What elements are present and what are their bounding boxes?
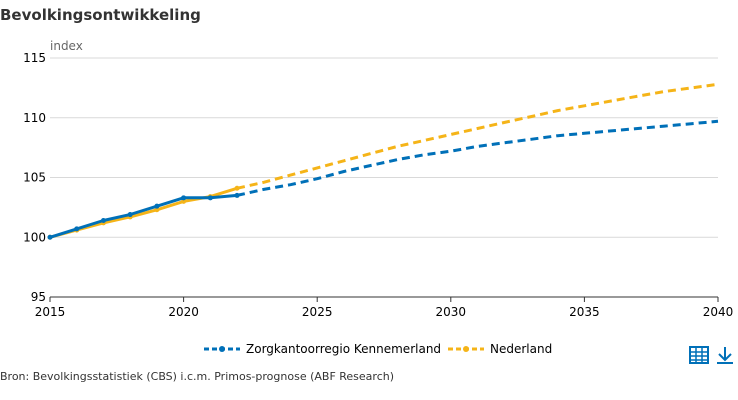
x-tick-label-2025: 2025 [302, 305, 333, 319]
data-point-kennemerland-2021 [207, 195, 213, 201]
x-tick-label-2020: 2020 [168, 305, 199, 319]
source-note: Bron: Bevolkingsstatistiek (CBS) i.c.m. … [0, 370, 395, 383]
data-point-kennemerland-2018 [127, 212, 133, 218]
legend-label-kennemerland: Zorgkantoorregio Kennemerland [246, 342, 442, 356]
y-tick-label-115: 115 [23, 51, 46, 65]
data-point-kennemerland-2020 [181, 195, 187, 201]
legend-item-kennemerland[interactable]: Zorgkantoorregio Kennemerland [202, 342, 441, 356]
series-line-observed-kennemerland [49, 193, 238, 239]
line-chart: 95 100 105 110 115 2015 2020 2025 2030 2035 2040 in… [23, 39, 734, 319]
data-point-kennemerland-2016 [74, 226, 80, 232]
series-line-projected-nederland [236, 82, 719, 190]
download-icon[interactable] [714, 344, 736, 366]
data-point-nederland-2019 [154, 207, 160, 213]
y-axis-unit-label: index [50, 39, 83, 53]
chart-legend: Zorgkantoorregio Kennemerland Nederland [0, 342, 738, 360]
x-tick-label-2030: 2030 [436, 305, 467, 319]
table-icon[interactable] [688, 344, 710, 366]
x-tick-label-2015: 2015 [35, 305, 66, 319]
series-line-projected-kennemerland [236, 119, 719, 197]
legend-item-nederland[interactable]: Nederland [446, 342, 552, 356]
y-tick-label-105: 105 [23, 171, 46, 185]
data-point-kennemerland-2015 [47, 234, 53, 240]
y-tick-label-100: 100 [23, 230, 46, 244]
legend-label-nederland: Nederland [490, 342, 553, 356]
x-tick-label-2040: 2040 [703, 305, 734, 319]
legend-swatch-kennemerland [204, 346, 240, 352]
x-tick-label-2035: 2035 [569, 305, 600, 319]
legend-swatch-nederland [448, 346, 484, 352]
y-tick-label-110: 110 [23, 111, 46, 125]
data-point-kennemerland-2017 [100, 218, 106, 224]
data-point-kennemerland-2022 [234, 192, 240, 198]
data-point-nederland-2020 [181, 198, 187, 204]
data-point-kennemerland-2019 [154, 203, 160, 209]
chart-title: Bevolkingsontwikkeling [0, 6, 201, 24]
data-point-nederland-2022 [234, 185, 240, 191]
y-tick-label-95: 95 [31, 290, 46, 304]
